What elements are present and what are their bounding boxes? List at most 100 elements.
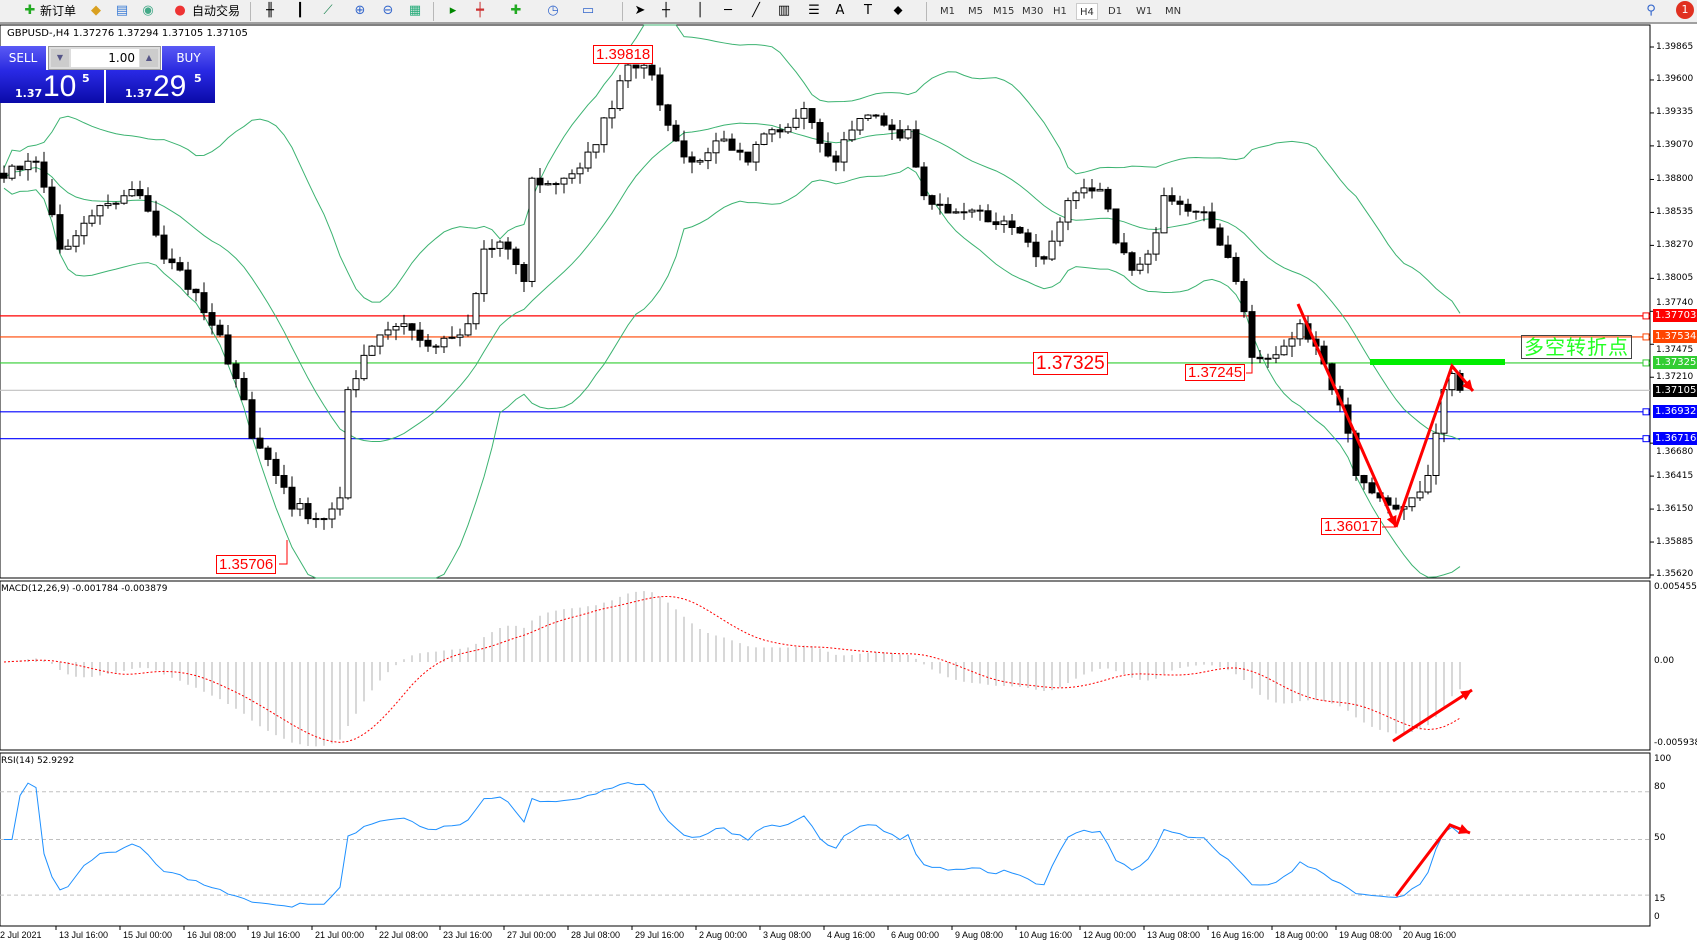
lot-decrease-icon[interactable]: ▼ bbox=[51, 49, 69, 67]
bull-candle-body bbox=[80, 222, 88, 237]
candle bbox=[1104, 186, 1112, 213]
bear-candle-body bbox=[1128, 252, 1136, 271]
signals-icon[interactable]: ◉ bbox=[142, 3, 154, 18]
bull-candle-body bbox=[1432, 432, 1440, 476]
candle bbox=[1424, 464, 1432, 495]
candle bbox=[1256, 349, 1264, 364]
separator bbox=[433, 2, 434, 21]
text-label-icon[interactable]: T bbox=[864, 3, 872, 18]
arrows-icon[interactable]: ⬥ bbox=[893, 3, 903, 18]
search-icon[interactable]: ⚲ bbox=[1646, 3, 1656, 18]
bear-candle-body bbox=[1088, 187, 1096, 192]
candle bbox=[224, 324, 232, 365]
bear-candle-body bbox=[1200, 211, 1208, 214]
auto-trading-icon[interactable]: ● bbox=[174, 3, 186, 18]
timeframe-m30[interactable]: M30 bbox=[1022, 6, 1044, 17]
cursor-icon[interactable]: ➤ bbox=[634, 3, 646, 18]
sell-button[interactable]: SELL bbox=[0, 46, 46, 70]
crosshair-icon[interactable]: ┼ bbox=[662, 3, 670, 18]
bull-candle-body bbox=[840, 139, 848, 163]
candle bbox=[544, 180, 552, 186]
candle bbox=[48, 179, 56, 218]
time-axis-label: 21 Jul 00:00 bbox=[315, 930, 365, 940]
candle bbox=[840, 131, 848, 172]
vertical-line-icon[interactable]: │ bbox=[696, 3, 704, 18]
bear-candle-body bbox=[1240, 280, 1248, 313]
timeframe-m5[interactable]: M5 bbox=[968, 6, 983, 17]
lot-size-input[interactable]: 1.00 bbox=[71, 49, 139, 67]
timeframe-h1[interactable]: H1 bbox=[1053, 6, 1067, 17]
candle bbox=[320, 517, 328, 530]
bull-candle-body bbox=[480, 248, 488, 295]
price-axis-label: 1.38800 bbox=[1656, 173, 1694, 184]
new-order-button[interactable]: 新订单 bbox=[40, 4, 77, 18]
market-watch-icon[interactable]: ◆ bbox=[91, 3, 101, 18]
tile-windows-icon[interactable]: ▦ bbox=[408, 3, 422, 18]
fibonacci-icon[interactable]: ☰ bbox=[808, 3, 820, 18]
autoscroll-icon[interactable]: ▸ bbox=[449, 3, 457, 18]
macd-axis-zero: 0.00 bbox=[1654, 656, 1675, 666]
turning-point-note: 多空转折点 bbox=[1521, 335, 1632, 359]
bear-candle-body bbox=[944, 203, 952, 214]
timeframe-m15[interactable]: M15 bbox=[993, 6, 1015, 17]
equidistant-channel-icon[interactable]: ▥ bbox=[777, 3, 791, 18]
templates-icon[interactable]: ▭ bbox=[581, 3, 595, 18]
trendline-icon[interactable]: ╱ bbox=[752, 3, 760, 18]
candle bbox=[352, 370, 360, 398]
candle bbox=[1272, 346, 1280, 364]
navigator-icon[interactable]: ▤ bbox=[115, 3, 129, 18]
candle bbox=[1048, 230, 1056, 262]
horizontal-line-icon[interactable]: ─ bbox=[724, 3, 732, 18]
zoom-out-icon[interactable]: ⊖ bbox=[382, 3, 394, 18]
chart-shift-icon[interactable]: ┿ bbox=[476, 3, 484, 18]
bear-candle-body bbox=[184, 269, 192, 290]
sell-price-pips: 10 bbox=[43, 70, 77, 103]
timeframe-m1[interactable]: M1 bbox=[940, 6, 955, 17]
bear-candle-body bbox=[1176, 200, 1184, 205]
bear-candle-body bbox=[672, 124, 680, 142]
zoom-in-icon[interactable]: ⊕ bbox=[354, 3, 366, 18]
auto-trading-button[interactable]: 自动交易 bbox=[192, 4, 241, 18]
candle bbox=[528, 176, 536, 288]
macd-axis-max: 0.005455 bbox=[1654, 582, 1697, 592]
bull-candle-body bbox=[344, 389, 352, 499]
candle bbox=[1296, 319, 1304, 346]
bull-candle-body bbox=[760, 133, 768, 145]
rsi-indicator-label: RSI(14) 52.9292 bbox=[1, 756, 75, 766]
bear-candle-body bbox=[896, 129, 904, 139]
bull-candle-body bbox=[1064, 200, 1072, 223]
timeframe-mn[interactable]: MN bbox=[1165, 6, 1182, 17]
text-icon[interactable]: A bbox=[835, 3, 845, 18]
timeframe-w1[interactable]: W1 bbox=[1136, 6, 1153, 17]
price-axis-label: 1.39070 bbox=[1656, 140, 1694, 151]
bull-candle-body bbox=[712, 140, 720, 154]
bull-candle-body bbox=[488, 247, 496, 250]
buy-price[interactable]: 1.37 29 5 bbox=[106, 70, 215, 103]
line-chart-icon[interactable]: ⟋ bbox=[323, 3, 333, 18]
periods-clock-icon[interactable]: ◷ bbox=[547, 3, 559, 18]
lot-size-stepper[interactable]: ▼ 1.00 ▲ bbox=[48, 46, 161, 70]
buy-button[interactable]: BUY bbox=[162, 46, 215, 70]
notification-badge[interactable]: 1 bbox=[1676, 1, 1694, 19]
indicators-icon[interactable]: ✚ bbox=[510, 3, 522, 18]
bull-candle-body bbox=[904, 129, 912, 139]
candle bbox=[456, 328, 464, 347]
line-anchor-handle bbox=[1642, 435, 1650, 443]
timeframe-h4[interactable]: H4 bbox=[1076, 3, 1098, 20]
timeframe-d1[interactable]: D1 bbox=[1108, 6, 1123, 17]
bollinger-upper-band bbox=[3, 24, 1461, 314]
candlestick-icon[interactable]: ┃ bbox=[296, 3, 304, 18]
bear-candle-body bbox=[808, 108, 816, 124]
new-order-icon[interactable]: ✚ bbox=[24, 3, 36, 18]
reversal-arrow-head bbox=[1462, 379, 1473, 391]
sell-price[interactable]: 1.37 10 5 bbox=[0, 70, 104, 103]
candle bbox=[1168, 187, 1176, 205]
price-axis-label: 1.39865 bbox=[1656, 41, 1694, 52]
bar-chart-icon[interactable]: ╫ bbox=[266, 3, 274, 18]
candle bbox=[960, 202, 968, 220]
lot-increase-icon[interactable]: ▲ bbox=[140, 49, 158, 67]
candle bbox=[936, 193, 944, 215]
bull-candle-body bbox=[1048, 240, 1056, 260]
chart-title: GBPUSD-,H4 1.37276 1.37294 1.37105 1.371… bbox=[7, 28, 248, 39]
